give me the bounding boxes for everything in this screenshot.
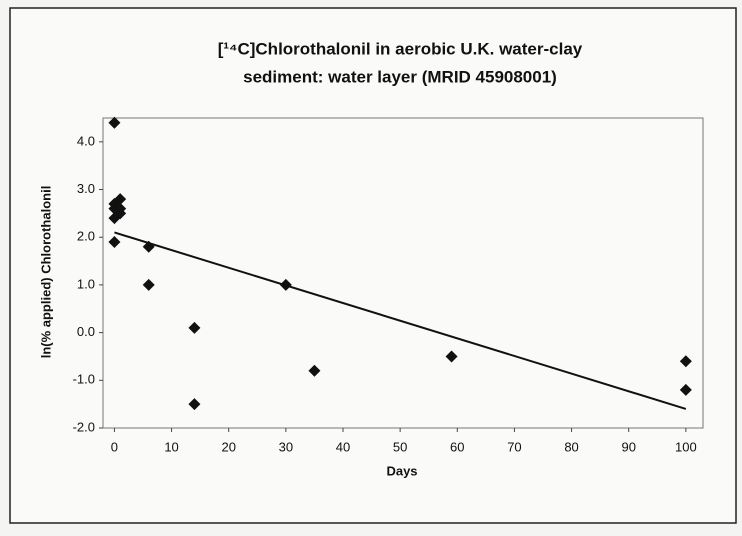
chart-title: sediment: water layer (MRID 45908001) xyxy=(243,67,557,86)
data-point xyxy=(679,383,692,396)
x-tick-label: 40 xyxy=(336,439,350,454)
y-tick-label: 1.0 xyxy=(77,276,95,291)
y-tick-label: 3.0 xyxy=(77,181,95,196)
x-tick-label: 0 xyxy=(111,439,118,454)
data-point xyxy=(188,398,201,411)
y-tick-label: -2.0 xyxy=(73,419,95,434)
data-point xyxy=(679,355,692,368)
plot-area xyxy=(102,117,704,429)
data-point xyxy=(142,278,155,291)
data-point xyxy=(114,193,127,206)
data-point xyxy=(108,116,121,129)
y-tick-label: -1.0 xyxy=(73,372,95,387)
y-tick-label: 0.0 xyxy=(77,324,95,339)
data-point xyxy=(114,202,127,215)
x-tick-label: 100 xyxy=(675,439,697,454)
x-tick-label: 80 xyxy=(564,439,578,454)
chart-frame xyxy=(9,7,737,524)
data-point xyxy=(108,236,121,248)
x-tick-label: 20 xyxy=(221,439,235,454)
x-axis-label: Days xyxy=(386,463,417,478)
data-point xyxy=(445,350,458,363)
y-tick-label: 2.0 xyxy=(77,229,95,244)
trend-line xyxy=(114,231,687,410)
data-point xyxy=(308,364,321,377)
x-tick-label: 60 xyxy=(450,439,464,454)
chart-title: [¹⁴C]Chlorothalonil in aerobic U.K. wate… xyxy=(218,39,583,58)
x-tick-label: 30 xyxy=(279,439,293,454)
y-tick-label: 4.0 xyxy=(77,133,95,148)
x-tick-label: 10 xyxy=(164,439,178,454)
data-point xyxy=(188,321,201,334)
x-tick-label: 70 xyxy=(507,439,521,454)
x-tick-label: 50 xyxy=(393,439,407,454)
y-axis-label: ln(% applied) Chlorothalonil xyxy=(38,186,53,359)
x-tick-label: 90 xyxy=(621,439,635,454)
